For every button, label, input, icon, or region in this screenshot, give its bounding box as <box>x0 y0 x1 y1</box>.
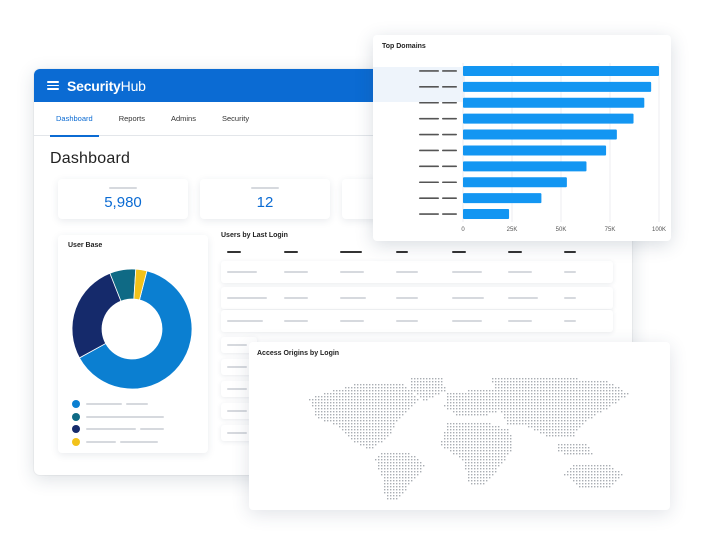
category-label <box>419 133 439 136</box>
top-domains-bar-chart: 0 25K 50K 75K 100K <box>419 63 666 233</box>
stat-value: 12 <box>256 194 274 211</box>
category-label <box>419 70 439 72</box>
bar[interactable] <box>463 113 634 124</box>
row-highlight <box>373 67 465 102</box>
stat-card: 5,980 <box>58 179 188 219</box>
user-base-donut-chart <box>71 268 193 390</box>
category-label <box>442 213 457 215</box>
bar[interactable] <box>463 65 659 76</box>
brand-logo: SecurityHub <box>67 77 146 94</box>
legend-dot-icon <box>72 400 80 409</box>
stat-value: 5,980 <box>104 194 142 211</box>
tab-reports[interactable]: Reports <box>118 114 145 123</box>
x-tick-label: 50K <box>556 227 567 233</box>
table-row[interactable] <box>221 359 257 375</box>
x-tick-label: 0 <box>461 227 465 233</box>
bar[interactable] <box>463 177 567 188</box>
world-map-icon <box>309 378 629 500</box>
tab-dashboard[interactable]: Dashboard <box>50 102 99 137</box>
bar[interactable] <box>463 97 645 108</box>
tab-security[interactable]: Security <box>221 114 250 123</box>
bar[interactable] <box>463 81 652 92</box>
category-label <box>419 117 439 120</box>
category-label <box>442 70 457 72</box>
x-tick-label: 75K <box>605 227 616 233</box>
stat-card: 12 <box>200 179 330 219</box>
user-base-panel: User Base <box>58 235 208 453</box>
bar[interactable] <box>463 161 587 172</box>
category-label <box>442 165 457 168</box>
legend-dot-icon <box>72 425 80 434</box>
category-label <box>419 86 439 88</box>
legend-item <box>72 423 168 436</box>
legend-item <box>72 436 168 449</box>
table-row[interactable] <box>221 403 257 419</box>
category-label <box>442 101 457 104</box>
category-label <box>419 101 439 104</box>
x-tick-label: 100K <box>652 227 666 233</box>
user-base-legend <box>72 398 168 448</box>
menu-icon[interactable] <box>47 81 59 90</box>
category-label <box>442 86 457 88</box>
legend-dot-icon <box>72 412 80 421</box>
last-login-title: Users by Last Login <box>221 232 288 239</box>
tab-admins[interactable]: Admins <box>170 114 196 123</box>
nav-tabs: Dashboard Reports Admins Security <box>34 102 382 137</box>
table-row[interactable] <box>221 310 613 332</box>
access-origins-title: Access Origins by Login <box>257 350 340 357</box>
x-tick-label: 25K <box>507 227 518 233</box>
category-label <box>419 165 439 168</box>
donut-slice <box>133 268 148 301</box>
category-label <box>442 133 457 136</box>
category-label <box>442 117 457 120</box>
page-title: Dashboard <box>50 150 131 167</box>
category-label <box>442 149 457 152</box>
last-login-table-header <box>221 249 611 259</box>
table-row[interactable] <box>221 261 613 283</box>
table-row[interactable] <box>221 381 257 397</box>
category-label <box>419 181 439 184</box>
bar[interactable] <box>463 209 510 220</box>
user-base-title: User Base <box>68 242 103 249</box>
bar[interactable] <box>463 129 617 140</box>
bar[interactable] <box>463 193 542 204</box>
category-label <box>419 197 439 199</box>
category-label <box>419 213 439 215</box>
donut-slice <box>78 270 193 390</box>
access-origins-panel: Access Origins by Login <box>249 342 670 510</box>
legend-dot-icon <box>72 437 80 446</box>
bar[interactable] <box>463 145 607 156</box>
category-label <box>442 181 457 184</box>
table-row[interactable] <box>221 287 613 309</box>
category-label <box>442 197 457 199</box>
top-domains-title: Top Domains <box>382 43 426 50</box>
category-label <box>419 149 439 152</box>
top-domains-panel: Top Domains 0 25K 50K 75K 100K <box>373 35 671 241</box>
donut-slice <box>71 272 122 359</box>
legend-item <box>72 398 168 411</box>
table-row[interactable] <box>221 337 257 353</box>
legend-item <box>72 411 168 424</box>
table-row[interactable] <box>221 425 257 441</box>
